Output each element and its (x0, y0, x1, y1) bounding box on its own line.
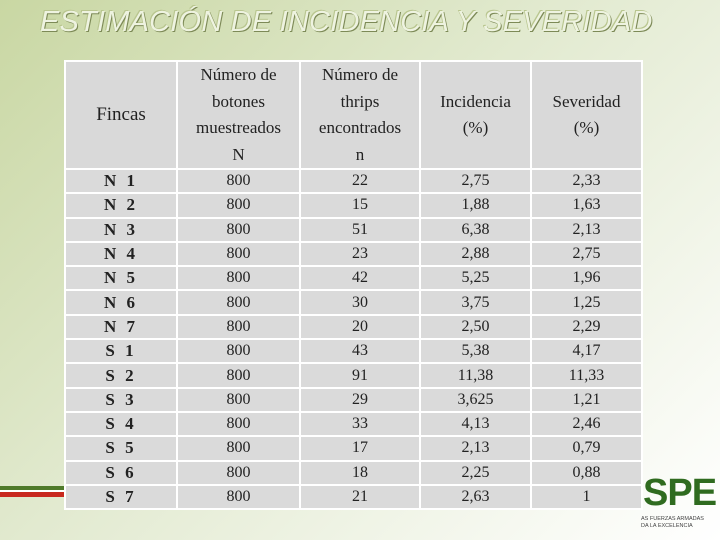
cell-finca: N 4 (64, 240, 178, 268)
cell-finca: N 6 (64, 289, 178, 316)
cell-botones: 800 (176, 459, 301, 486)
cell-severidad: 1,21 (530, 386, 643, 413)
cell-thrips: 29 (299, 386, 421, 413)
table-row: N 2 800 15 1,88 1,63 (64, 192, 643, 219)
cell-thrips: 17 (299, 435, 421, 462)
cell-thrips: 21 (299, 483, 421, 511)
cell-severidad: 2,29 (530, 313, 643, 341)
cell-incidencia: 3,75 (419, 289, 532, 316)
table-row: S 6 800 18 2,25 0,88 (64, 459, 643, 486)
cell-botones: 800 (176, 483, 301, 511)
cell-botones: 800 (176, 410, 301, 438)
cell-severidad: 0,79 (530, 435, 643, 462)
cell-incidencia: 3,625 (419, 386, 532, 413)
table-row: N 1 800 22 2,75 2,33 (64, 167, 643, 195)
incidence-severity-table: Fincas Número de botones muestreados N Núme… (64, 60, 643, 511)
cell-botones: 800 (176, 338, 301, 365)
table-row: N 7 800 20 2,50 2,29 (64, 313, 643, 341)
cell-incidencia: 2,63 (419, 483, 532, 511)
cell-finca: S 7 (64, 483, 178, 511)
table-row: N 5 800 42 5,25 1,96 (64, 265, 643, 292)
header-fincas: Fincas (64, 60, 178, 170)
cell-botones: 800 (176, 386, 301, 413)
cell-severidad: 0,88 (530, 459, 643, 486)
cell-botones: 800 (176, 240, 301, 268)
cell-botones: 800 (176, 216, 301, 243)
cell-thrips: 23 (299, 240, 421, 268)
flag-stripes-decoration (0, 486, 64, 500)
cell-severidad: 1 (530, 483, 643, 511)
logo-letters: SPE (643, 472, 717, 514)
cell-thrips: 22 (299, 167, 421, 195)
cell-finca: S 5 (64, 435, 178, 462)
cell-severidad: 2,13 (530, 216, 643, 243)
table-row: S 7 800 21 2,63 1 (64, 483, 643, 511)
cell-incidencia: 4,13 (419, 410, 532, 438)
cell-thrips: 42 (299, 265, 421, 292)
table-row: S 2 800 91 11,38 11,33 (64, 362, 643, 389)
table-row: N 4 800 23 2,88 2,75 (64, 240, 643, 268)
table-row: S 4 800 33 4,13 2,46 (64, 410, 643, 438)
cell-thrips: 20 (299, 313, 421, 341)
cell-botones: 800 (176, 289, 301, 316)
cell-finca: S 4 (64, 410, 178, 438)
cell-severidad: 2,33 (530, 167, 643, 195)
header-incidencia: Incidencia (%) (419, 60, 532, 170)
header-thrips-encontrados: Número de thrips encontrados n (299, 60, 421, 170)
cell-finca: S 1 (64, 338, 178, 365)
table-row: S 3 800 29 3,625 1,21 (64, 386, 643, 413)
cell-incidencia: 5,25 (419, 265, 532, 292)
cell-thrips: 30 (299, 289, 421, 316)
cell-finca: N 2 (64, 192, 178, 219)
table-header-row: Fincas Número de botones muestreados N Núme… (64, 60, 643, 170)
cell-thrips: 15 (299, 192, 421, 219)
cell-severidad: 1,25 (530, 289, 643, 316)
table-row: N 3 800 51 6,38 2,13 (64, 216, 643, 243)
cell-severidad: 2,46 (530, 410, 643, 438)
cell-thrips: 33 (299, 410, 421, 438)
cell-botones: 800 (176, 435, 301, 462)
cell-thrips: 43 (299, 338, 421, 365)
header-botones-muestreados: Número de botones muestreados N (176, 60, 301, 170)
cell-botones: 800 (176, 362, 301, 389)
slide-title: ESTIMACIÓN DE INCIDENCIA Y SEVERIDAD (40, 6, 653, 38)
cell-thrips: 51 (299, 216, 421, 243)
table-row: S 1 800 43 5,38 4,17 (64, 338, 643, 365)
cell-finca: S 2 (64, 362, 178, 389)
cell-botones: 800 (176, 192, 301, 219)
cell-severidad: 1,63 (530, 192, 643, 219)
institution-logo: SPE AS FUERZAS ARMADAS DA LA EXCELENCIA (641, 470, 720, 540)
cell-incidencia: 2,50 (419, 313, 532, 341)
cell-finca: S 6 (64, 459, 178, 486)
cell-thrips: 18 (299, 459, 421, 486)
cell-finca: N 3 (64, 216, 178, 243)
cell-incidencia: 1,88 (419, 192, 532, 219)
cell-botones: 800 (176, 167, 301, 195)
cell-finca: N 1 (64, 167, 178, 195)
cell-thrips: 91 (299, 362, 421, 389)
table-row: N 6 800 30 3,75 1,25 (64, 289, 643, 316)
cell-finca: N 5 (64, 265, 178, 292)
cell-incidencia: 2,88 (419, 240, 532, 268)
cell-incidencia: 5,38 (419, 338, 532, 365)
logo-subtitle: AS FUERZAS ARMADAS DA LA EXCELENCIA (641, 516, 704, 529)
header-severidad: Severidad (%) (530, 60, 643, 170)
cell-severidad: 11,33 (530, 362, 643, 389)
cell-severidad: 2,75 (530, 240, 643, 268)
cell-incidencia: 6,38 (419, 216, 532, 243)
cell-botones: 800 (176, 313, 301, 341)
cell-incidencia: 11,38 (419, 362, 532, 389)
cell-incidencia: 2,75 (419, 167, 532, 195)
cell-incidencia: 2,25 (419, 459, 532, 486)
cell-botones: 800 (176, 265, 301, 292)
cell-incidencia: 2,13 (419, 435, 532, 462)
table-row: S 5 800 17 2,13 0,79 (64, 435, 643, 462)
cell-finca: S 3 (64, 386, 178, 413)
cell-severidad: 1,96 (530, 265, 643, 292)
cell-severidad: 4,17 (530, 338, 643, 365)
cell-finca: N 7 (64, 313, 178, 341)
